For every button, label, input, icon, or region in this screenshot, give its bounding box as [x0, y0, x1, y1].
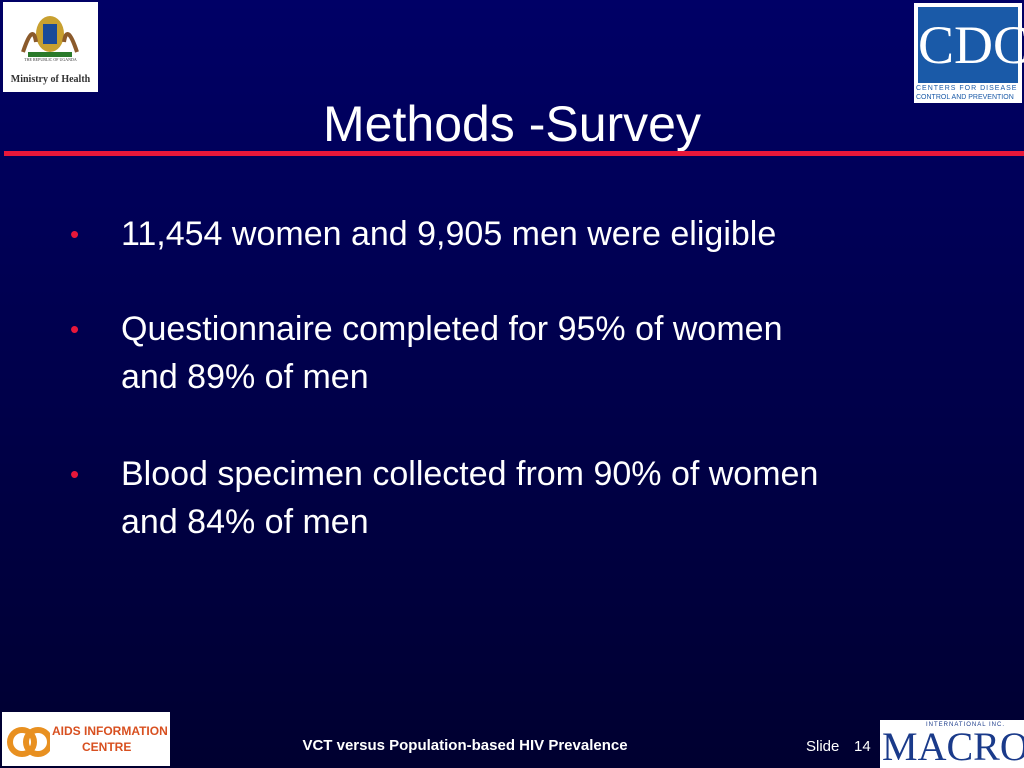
logo-text: Ministry of Health [10, 74, 91, 85]
bullet-dot: • [70, 219, 80, 249]
logo-text: INTERNATIONAL INC. [926, 722, 1006, 728]
bullet-dot: • [70, 314, 80, 344]
cdc-logo: CDC Centers for Disease Control and Prev… [914, 3, 1024, 103]
bullet-dot: • [70, 459, 80, 489]
slide-title: Methods -Survey [323, 96, 701, 152]
logo-text: AIDS INFORMATION [52, 724, 168, 738]
slide-number: 14 [854, 738, 871, 755]
footer-text: VCT versus Population-based HIV Prevalen… [302, 737, 628, 754]
logo-text: CDC [918, 7, 1024, 83]
coat-of-arms [21, 16, 79, 57]
title-rule [4, 151, 1024, 156]
bullet-line: and 89% of men [121, 358, 369, 396]
aic-logo: AIDS INFORMATION CENTRE [2, 712, 170, 766]
bullet-line: and 84% of men [121, 503, 369, 541]
logo-text: Control and Prevention [916, 94, 1014, 101]
slide-label: Slide [806, 738, 840, 755]
bullet-text: Questionnaire completed for 95% of women… [121, 305, 970, 401]
uganda-logo: THE REPUBLIC OF UGANDA Ministry of Healt… [3, 2, 98, 92]
bullet-text: 11,454 women and 9,905 men were eligible [121, 210, 970, 258]
logo-text: MACRO [882, 724, 1024, 768]
bullet-line: Questionnaire completed for 95% of women [121, 310, 783, 348]
bullet-line: 11,454 women and 9,905 men were eligible [121, 215, 777, 253]
logo-text: CENTRE [82, 740, 132, 754]
macro-logo: INTERNATIONAL INC. MACRO [880, 720, 1024, 768]
logo-text: Centers for Disease [916, 85, 1018, 92]
bullet-line: Blood specimen collected from 90% of wom… [121, 455, 819, 493]
bullet-text: Blood specimen collected from 90% of wom… [121, 450, 970, 546]
aic-icon [7, 727, 50, 757]
bullet-item: • Questionnaire completed for 95% of wome… [70, 305, 970, 401]
bullet-item: • 11,454 women and 9,905 men were eligibl… [70, 210, 970, 258]
logo-text: THE REPUBLIC OF UGANDA [24, 57, 77, 62]
bullet-item: • Blood specimen collected from 90% of wo… [70, 450, 970, 546]
